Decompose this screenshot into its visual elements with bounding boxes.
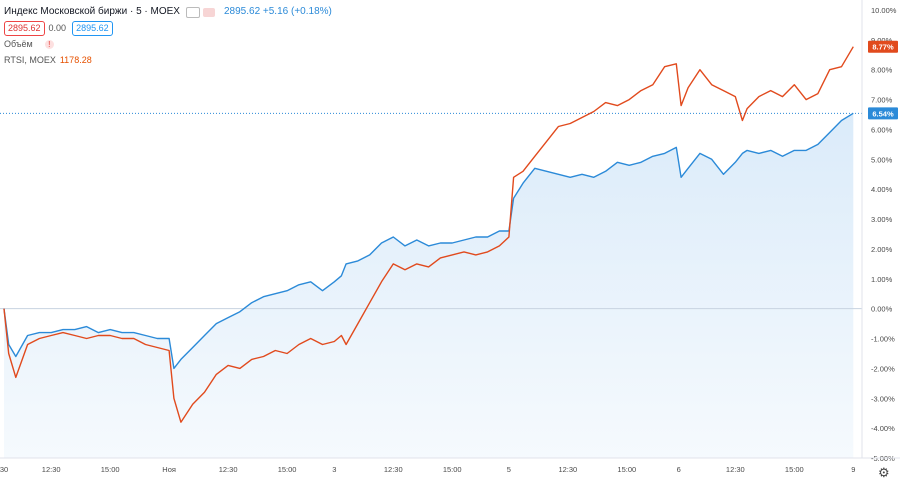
price-badges: 8.77% 6.54% bbox=[868, 40, 898, 120]
y-tick-label: 4.00% bbox=[871, 185, 893, 194]
series-layer bbox=[3, 46, 854, 423]
x-tick-label: 15:00 bbox=[278, 465, 297, 474]
badge-rtsi-bg bbox=[868, 40, 898, 53]
x-tick-label: 12:30 bbox=[42, 465, 61, 474]
y-tick-label: 9.00% bbox=[871, 36, 893, 45]
area-layer bbox=[4, 113, 854, 459]
legend-quote-row: 2895.62 0.00 2895.62 bbox=[4, 20, 332, 36]
x-tick-label: Ноя bbox=[162, 465, 176, 474]
series-area bbox=[4, 113, 854, 459]
x-axis[interactable]: 30 12:30 15:00 Ноя 12:30 15:00 3 12:30 15:00 5 12:… bbox=[0, 457, 900, 474]
x-tick-label: 6 bbox=[677, 465, 681, 474]
legend-compare-row: RTSI, MOEX 1178.28 bbox=[4, 52, 332, 68]
volume-label[interactable]: Объём bbox=[4, 39, 33, 49]
y-tick-label: 2.00% bbox=[871, 245, 893, 254]
gear-icon[interactable]: ⚙ bbox=[878, 465, 890, 480]
y-tick-label: 5.00% bbox=[871, 155, 893, 164]
legend-title-row: Индекс Московской биржи · 5 · MOEX 2895.… bbox=[4, 4, 332, 20]
y-tick-label: 8.00% bbox=[871, 66, 893, 75]
x-tick-label: 15:00 bbox=[785, 465, 804, 474]
y-tick-label: 3.00% bbox=[871, 215, 893, 224]
bid-box[interactable]: 2895.62 bbox=[4, 20, 45, 36]
y-tick-label: -3.00% bbox=[871, 394, 895, 403]
compare-value: 1178.28 bbox=[59, 55, 92, 65]
y-tick-label: 6.00% bbox=[871, 125, 893, 134]
ask-box[interactable]: 2895.62 bbox=[72, 20, 113, 36]
badge-rtsi: 8.77% bbox=[872, 43, 894, 52]
y-axis[interactable]: 10.00% 9.00% 8.00% 7.00% 6.00% 5.00% 4.00% 3.00… bbox=[861, 0, 897, 463]
x-tick-label: 12:30 bbox=[558, 465, 577, 474]
settings-icon[interactable] bbox=[202, 7, 215, 17]
series-line-rtsi[interactable] bbox=[3, 46, 854, 423]
eye-icon[interactable] bbox=[185, 6, 200, 18]
x-tick-label: 12:30 bbox=[726, 465, 745, 474]
series-line-imoex[interactable] bbox=[3, 112, 854, 370]
x-tick-label: 15:00 bbox=[617, 465, 636, 474]
x-tick-label: 12:30 bbox=[384, 465, 403, 474]
badge-imoex: 6.54% bbox=[872, 109, 894, 118]
symbol-title[interactable]: Индекс Московской биржи · 5 · MOEX bbox=[4, 6, 180, 17]
warning-icon[interactable]: ! bbox=[44, 39, 54, 49]
x-tick-label: 15:00 bbox=[101, 465, 120, 474]
y-tick-label: 7.00% bbox=[871, 96, 893, 105]
y-tick-label: -2.00% bbox=[871, 364, 895, 373]
grid-layer bbox=[0, 112, 862, 310]
x-tick-label: 12:30 bbox=[219, 465, 238, 474]
y-tick-label: -4.00% bbox=[871, 424, 895, 433]
x-tick-label: 30 bbox=[0, 465, 8, 474]
legend-volume-row: Объём ! bbox=[4, 36, 332, 52]
x-tick-label: 15:00 bbox=[443, 465, 462, 474]
y-tick-label: -1.00% bbox=[871, 335, 895, 344]
x-tick-label: 9 bbox=[851, 465, 855, 474]
x-tick-label: 3 bbox=[332, 465, 336, 474]
price-change: 2895.62 +5.16 (+0.18%) bbox=[223, 6, 332, 17]
x-tick-label: 5 bbox=[507, 465, 511, 474]
y-tick-label: 0.00% bbox=[871, 305, 893, 314]
y-tick-label: 1.00% bbox=[871, 275, 893, 284]
legend: Индекс Московской биржи · 5 · MOEX 2895.… bbox=[4, 4, 332, 68]
compare-label[interactable]: RTSI, MOEX bbox=[4, 55, 56, 65]
spread-value: 0.00 bbox=[48, 23, 67, 33]
badge-imoex-bg bbox=[868, 107, 898, 120]
y-tick-label: 10.00% bbox=[871, 6, 897, 15]
